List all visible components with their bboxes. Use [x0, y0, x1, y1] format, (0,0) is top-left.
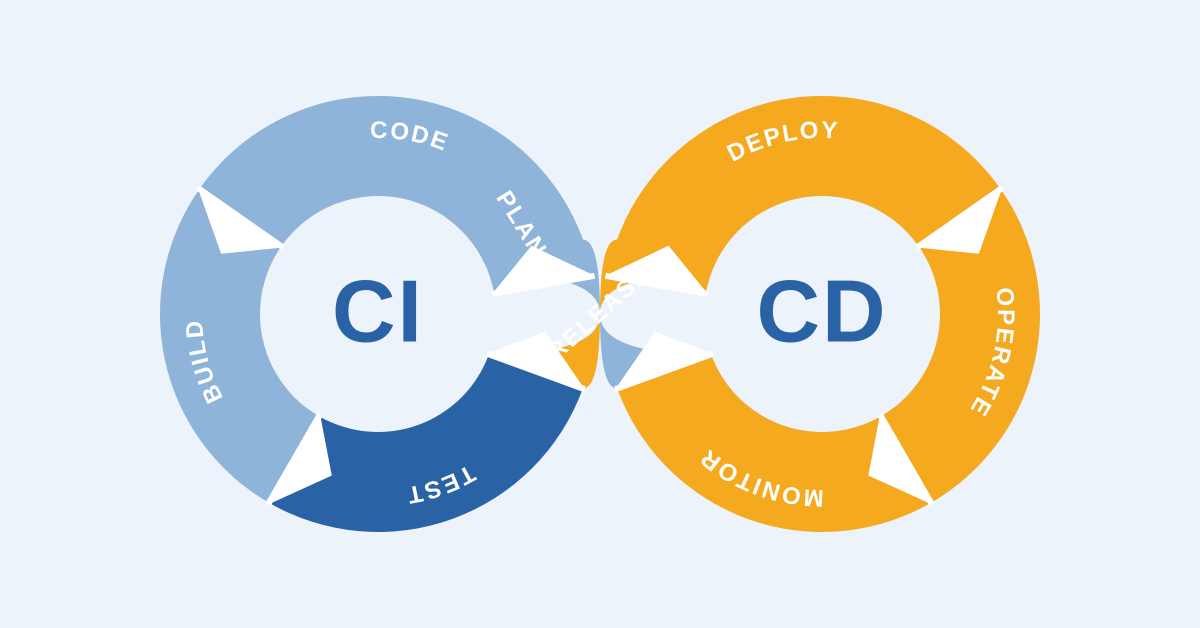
cicd-infinity-diagram: CODEBUILDTESTPLANDEPLOYOPERATEMONITORREL…: [0, 0, 1200, 628]
center-label-right: CD: [756, 261, 887, 360]
center-label-left: CI: [332, 261, 424, 360]
